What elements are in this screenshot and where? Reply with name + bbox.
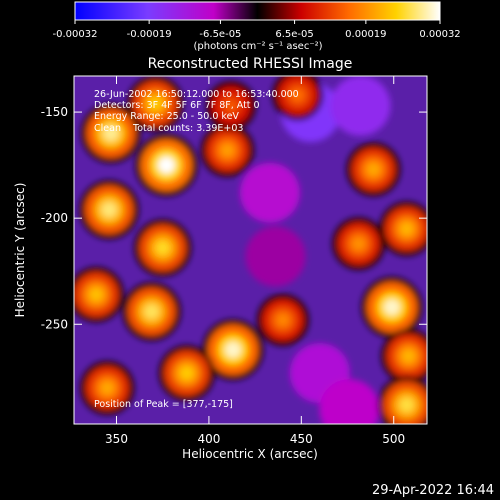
annotation-block: 26-Jun-2002 16:50:12.000 to 16:53:40.000… (94, 89, 299, 410)
source-core (100, 380, 115, 395)
colorbar-tick-label: 0.00032 (419, 29, 460, 40)
negative-region (330, 76, 391, 136)
source-core (88, 287, 104, 302)
source-core (366, 162, 381, 177)
y-axis-label: Heliocentric Y (arcsec) (13, 183, 27, 318)
colorbar-gradient (74, 1, 441, 21)
source-core (224, 99, 238, 113)
negative-region (319, 379, 380, 424)
colorbar-tick-label: -0.00032 (53, 29, 98, 40)
source-core (143, 303, 160, 320)
source-core (155, 240, 171, 256)
x-tick-label: 400 (197, 432, 220, 446)
source-core (147, 96, 163, 111)
annotation-peak-position: Position of Peak = [377,-175] (94, 399, 233, 410)
annotation-detectors: Detectors: 3F 4F 5F 6F 7F 8F, Att 0 (94, 100, 260, 111)
heatmap-image (74, 76, 427, 424)
x-tick-label: 500 (382, 432, 405, 446)
negative-region (239, 162, 300, 223)
source-core (383, 299, 401, 316)
y-tick-label: -200 (41, 211, 68, 225)
colorbar: -0.00032 -0.00019 -6.5e-05 6.5e-05 0.00019 0.… (53, 1, 461, 52)
colorbar-tick-label: -0.00019 (127, 29, 172, 40)
colorbar-unit-label: (photons cm⁻² s⁻¹ asec⁻²) (193, 41, 322, 52)
source-core (101, 201, 117, 218)
source-core (401, 348, 416, 364)
heatmap-sources (74, 76, 427, 424)
negative-region (245, 226, 306, 287)
source-core (291, 88, 305, 102)
annotation-clean-counts: Clean Total counts: 3.39E+03 (94, 123, 243, 134)
source-core (103, 125, 119, 142)
source-core (158, 156, 175, 174)
annotation-energy-range: Energy Range: 25.0 - 50.0 keV (94, 111, 239, 122)
source-core (220, 143, 235, 158)
x-tick-label: 350 (105, 432, 128, 446)
x-axis-label: Heliocentric X (arcsec) (182, 447, 318, 461)
colorbar-tick-label: -6.5e-05 (199, 29, 241, 40)
colorbar-tick-label: 0.00019 (345, 29, 386, 40)
footer-timestamp: 29-Apr-2022 16:44 (372, 483, 494, 498)
chart-title: Reconstructed RHESSI Image (148, 56, 353, 72)
source-core (351, 236, 366, 251)
source-core (399, 397, 415, 413)
y-tick-label: -250 (41, 317, 68, 331)
plot-frame (73, 75, 428, 425)
colorbar-ticks: -0.00032 -0.00019 -6.5e-05 6.5e-05 0.00019 0.… (53, 20, 461, 40)
source-core (179, 365, 195, 381)
x-tick-label: 450 (290, 432, 313, 446)
annotation-time-range: 26-Jun-2002 16:50:12.000 to 16:53:40.000 (94, 89, 299, 100)
source-core (276, 313, 290, 327)
source-core (224, 341, 242, 358)
y-tick-label: -150 (41, 105, 68, 119)
axis-ticks: 350 400 450 500 -150 -200 -250 (41, 76, 427, 446)
source-core (399, 221, 414, 236)
colorbar-tick-label: 6.5e-05 (275, 29, 313, 40)
